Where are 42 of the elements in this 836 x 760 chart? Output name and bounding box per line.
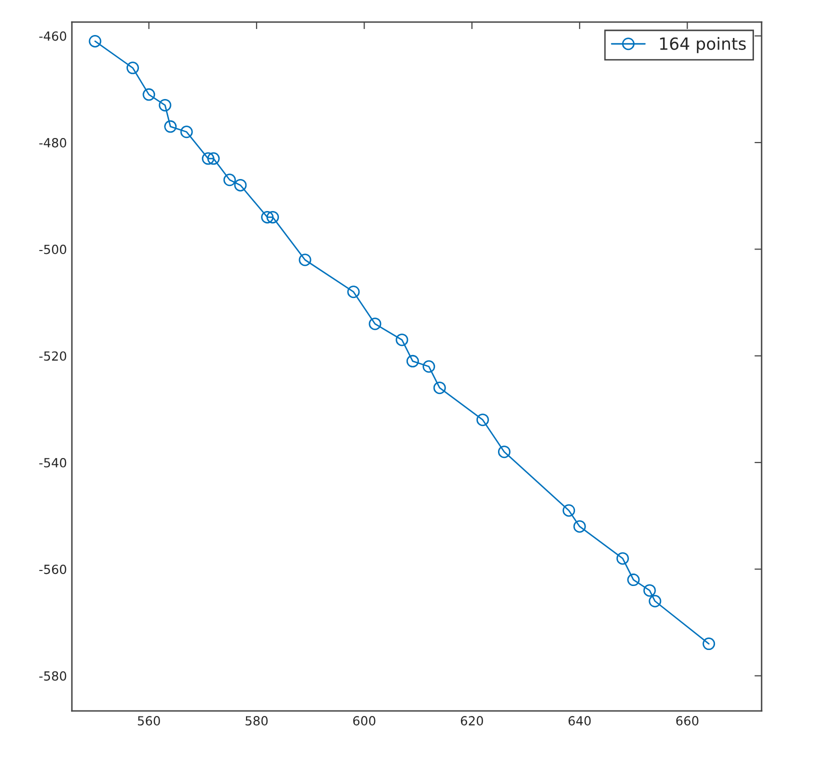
point — [573, 520, 586, 533]
point — [223, 174, 236, 186]
point — [266, 210, 279, 224]
x-tick-label: 620 — [460, 716, 484, 726]
point — [648, 594, 662, 608]
point — [616, 552, 629, 565]
point — [702, 638, 716, 650]
point — [476, 414, 489, 426]
point — [234, 178, 247, 192]
point — [643, 584, 656, 597]
point — [207, 152, 220, 165]
point — [142, 88, 156, 101]
point — [180, 126, 193, 138]
y-tick-label: -500 — [39, 244, 66, 254]
y-tick-label: -580 — [39, 671, 66, 681]
point — [406, 354, 419, 368]
point — [433, 382, 446, 394]
x-tick-label: 660 — [676, 716, 698, 726]
point — [88, 34, 102, 48]
x-tick-label: 600 — [353, 716, 376, 726]
y-tick-label: -540 — [39, 458, 66, 468]
point — [298, 254, 312, 266]
point — [498, 446, 510, 458]
legend-label: 164 points — [660, 37, 746, 54]
point — [396, 334, 408, 346]
point — [126, 62, 139, 74]
y-tick-label: -560 — [39, 564, 66, 574]
point — [164, 120, 177, 133]
point — [158, 98, 172, 112]
x-tick-label: 640 — [568, 716, 591, 726]
point — [202, 152, 214, 165]
x-tick-label: 580 — [246, 716, 268, 726]
point — [347, 286, 360, 298]
x-tick-label: 560 — [138, 716, 160, 726]
point — [627, 574, 640, 586]
y-tick-label: -460 — [39, 31, 66, 41]
point — [422, 360, 436, 373]
point — [368, 318, 382, 330]
y-tick-label: -480 — [39, 138, 66, 148]
y-tick-label: -520 — [39, 351, 66, 361]
point — [261, 210, 274, 224]
point — [562, 504, 576, 517]
